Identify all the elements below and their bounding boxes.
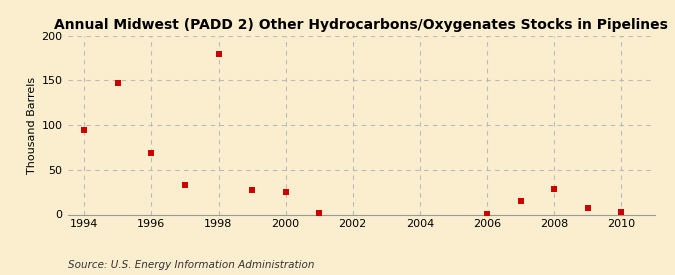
Point: [549, 186, 560, 191]
Point: [113, 81, 124, 85]
Point: [515, 199, 526, 203]
Point: [246, 188, 257, 192]
Point: [180, 183, 190, 187]
Point: [280, 190, 291, 194]
Point: [146, 151, 157, 155]
Point: [314, 211, 325, 215]
Point: [481, 211, 492, 216]
Y-axis label: Thousand Barrels: Thousand Barrels: [28, 76, 37, 174]
Text: Source: U.S. Energy Information Administration: Source: U.S. Energy Information Administ…: [68, 260, 314, 270]
Title: Annual Midwest (PADD 2) Other Hydrocarbons/Oxygenates Stocks in Pipelines: Annual Midwest (PADD 2) Other Hydrocarbo…: [54, 18, 668, 32]
Point: [213, 51, 224, 56]
Point: [616, 210, 626, 214]
Point: [583, 206, 593, 210]
Point: [79, 127, 90, 132]
